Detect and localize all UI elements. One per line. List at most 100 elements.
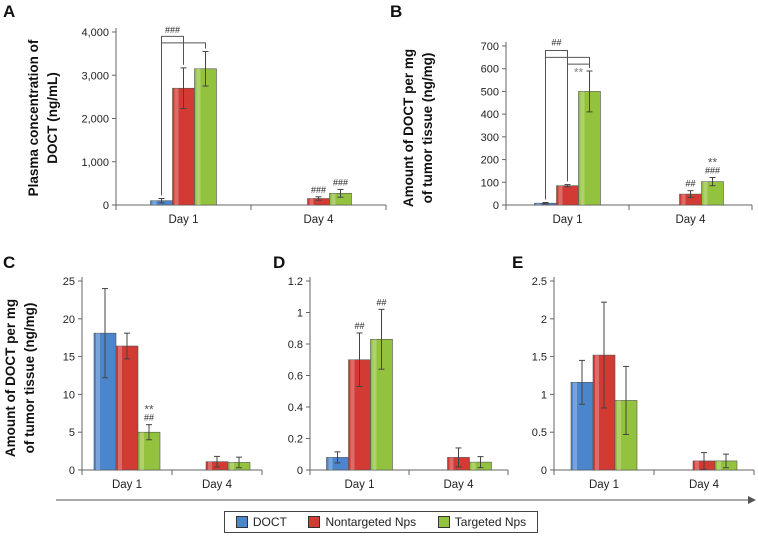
y-tick-label: 2 [541, 314, 547, 326]
y-axis-label: of tumor tissue (ng/mg) [22, 303, 37, 454]
bar-highlight [536, 203, 541, 205]
panel-c: C Amount of DOCT per mg of tumor tissue (n… [3, 253, 263, 491]
significance-label: ** [144, 403, 154, 417]
y-tick-label: 0 [69, 465, 75, 477]
y-axis-label: Amount of DOCT per mg [3, 299, 18, 457]
y-tick-label: 2,000 [81, 114, 109, 126]
significance-bracket [161, 42, 206, 196]
bar-highlight [595, 355, 599, 470]
significance-label: ## [685, 179, 695, 189]
y-tick-label: 25 [63, 276, 75, 288]
y-tick-label: 700 [481, 41, 499, 53]
bar-highlight [580, 91, 585, 205]
panel-b: B Amount of DOCT per mg of tumor tissue (n… [390, 2, 753, 226]
y-tick-label: 0.6 [288, 371, 303, 383]
x-tick-label: Day 4 [689, 479, 720, 491]
bar-highlight [309, 198, 314, 205]
bar-highlight [703, 181, 708, 205]
x-tick-label: Day 1 [344, 479, 374, 491]
y-tick-label: 0 [103, 200, 109, 212]
bar-highlight [695, 460, 699, 470]
y-tick-label: 100 [481, 177, 499, 189]
legend-label-targeted: Targeted Nps [454, 515, 527, 529]
y-axis-label: DOCT (ng/mL) [45, 72, 60, 163]
y-tick-label: 1.5 [532, 352, 547, 364]
significance-bracket [545, 56, 590, 200]
y-axis-label: of tumor tissue (ng/mg) [420, 53, 435, 204]
bar-highlight [96, 333, 100, 470]
x-tick-label: Day 1 [168, 214, 198, 226]
bar-highlight [196, 68, 201, 205]
significance-label: ### [311, 185, 326, 195]
bar-highlight [471, 462, 476, 470]
shared-axis-arrow-head [748, 496, 756, 504]
legend-item-targeted: Targeted Nps [437, 515, 527, 529]
bar-highlight [140, 432, 144, 470]
y-tick-label: 0.2 [288, 434, 303, 446]
bar-highlight [449, 457, 454, 470]
bracket-label: ### [165, 25, 180, 35]
bar-highlight [118, 346, 122, 470]
x-tick-label: Day 4 [303, 214, 334, 226]
y-tick-label: 0 [297, 465, 303, 477]
y-tick-label: 2.5 [532, 276, 547, 288]
bar-highlight [328, 457, 333, 470]
legend-label-nontargeted: Nontargeted Nps [325, 515, 417, 529]
panel-d: D 0 0.2 0.4 0.6 0.8 1 1.2 Day 1 Day 4 ## ## [273, 253, 509, 491]
x-tick-label: Day 4 [443, 479, 474, 491]
y-axis-label: Amount of DOCT per mg [401, 49, 416, 207]
x-tick-label: Day 1 [589, 479, 619, 491]
legend-label-doct: DOCT [252, 515, 287, 529]
y-axis-label: Plasma concentration of [26, 39, 41, 196]
x-tick-label: Day 1 [112, 479, 142, 491]
panel-e: E 0 0.5 1 1.5 2 2.5 Day 1 Day 4 [512, 253, 755, 491]
bar-highlight [230, 462, 234, 470]
bar-highlight [174, 88, 179, 205]
y-tick-label: 1 [297, 308, 303, 320]
bracket-label: ## [551, 38, 561, 48]
legend-item-nontargeted: Nontargeted Nps [308, 515, 416, 529]
significance-label: ## [376, 297, 386, 307]
y-tick-label: 4,000 [81, 27, 109, 39]
legend-swatch-targeted [437, 516, 450, 528]
bracket-label: ** [574, 65, 584, 79]
panel-letter: A [3, 2, 15, 21]
panel-letter: B [390, 2, 402, 21]
bar-highlight [372, 339, 377, 470]
significance-bracket [567, 63, 590, 182]
y-tick-label: 0.8 [288, 339, 303, 351]
bar-highlight [208, 461, 212, 470]
panel-a: A Plasma concentration of DOCT (ng/mL) 0 1,0… [3, 2, 387, 226]
y-tick-label: 15 [63, 352, 75, 364]
bar-highlight [573, 382, 577, 470]
y-tick-label: 0.4 [288, 402, 303, 414]
y-tick-label: 5 [69, 427, 75, 439]
significance-label: ### [705, 166, 720, 176]
bar-highlight [331, 193, 336, 205]
y-tick-label: 0 [541, 465, 547, 477]
legend-item-doct: DOCT [235, 515, 287, 529]
y-tick-label: 200 [481, 155, 499, 167]
y-tick-label: 1 [541, 389, 547, 401]
x-tick-label: Day 4 [202, 479, 233, 491]
significance-label: ** [708, 156, 718, 170]
y-tick-label: 20 [63, 314, 75, 326]
significance-label: ## [144, 413, 154, 423]
y-tick-label: 500 [481, 86, 499, 98]
legend-swatch-nontargeted [308, 516, 321, 528]
y-tick-label: 3,000 [81, 70, 109, 82]
bar-highlight [717, 460, 721, 470]
bar-highlight [152, 200, 157, 205]
panel-letter: E [512, 253, 523, 272]
panel-letter: C [3, 253, 15, 272]
panel-letter: D [273, 253, 285, 272]
legend-swatch-doct [235, 516, 248, 528]
bar-highlight [350, 359, 355, 470]
y-tick-label: 0 [493, 200, 499, 212]
significance-bracket [545, 50, 568, 200]
y-tick-label: 0.5 [532, 427, 547, 439]
significance-label: ## [354, 321, 364, 331]
x-tick-label: Day 1 [552, 214, 582, 226]
y-tick-label: 300 [481, 132, 499, 144]
y-tick-label: 10 [63, 389, 75, 401]
